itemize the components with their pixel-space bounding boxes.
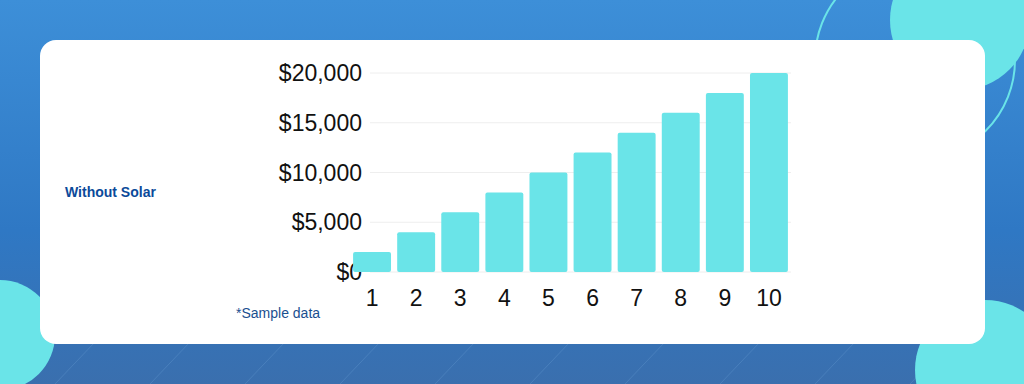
bar: [750, 73, 788, 272]
bar: [529, 173, 567, 273]
grid-line: [370, 73, 791, 74]
bar: [353, 252, 391, 272]
x-tick-label: 9: [718, 285, 731, 311]
x-tick-label: 10: [756, 285, 782, 311]
bar: [662, 113, 700, 272]
x-tick-label: 1: [366, 285, 379, 311]
card: [40, 40, 985, 344]
bar: [485, 192, 523, 272]
background: [0, 0, 1024, 384]
bar: [574, 153, 612, 272]
y-tick-label: $10,000: [279, 160, 362, 186]
y-label: Without Solar: [65, 184, 156, 200]
bar: [618, 133, 656, 272]
x-tick-label: 5: [542, 285, 555, 311]
x-tick-label: 3: [454, 285, 467, 311]
annotation: *Sample data: [236, 305, 320, 321]
y-tick-label: $20,000: [279, 60, 362, 86]
bars: [353, 73, 788, 272]
chart-root: $0$5,000$10,000$15,000$20,00012345678910…: [0, 0, 1024, 384]
bar: [706, 93, 744, 272]
x-tick-label: 8: [674, 285, 687, 311]
y-tick-label: $5,000: [292, 209, 362, 235]
x-tick-label: 2: [410, 285, 423, 311]
bar: [397, 232, 435, 272]
x-tick-label: 4: [498, 285, 511, 311]
y-tick-label: $15,000: [279, 110, 362, 136]
x-tick-label: 6: [586, 285, 599, 311]
bar: [441, 212, 479, 272]
x-tick-label: 7: [630, 285, 643, 311]
